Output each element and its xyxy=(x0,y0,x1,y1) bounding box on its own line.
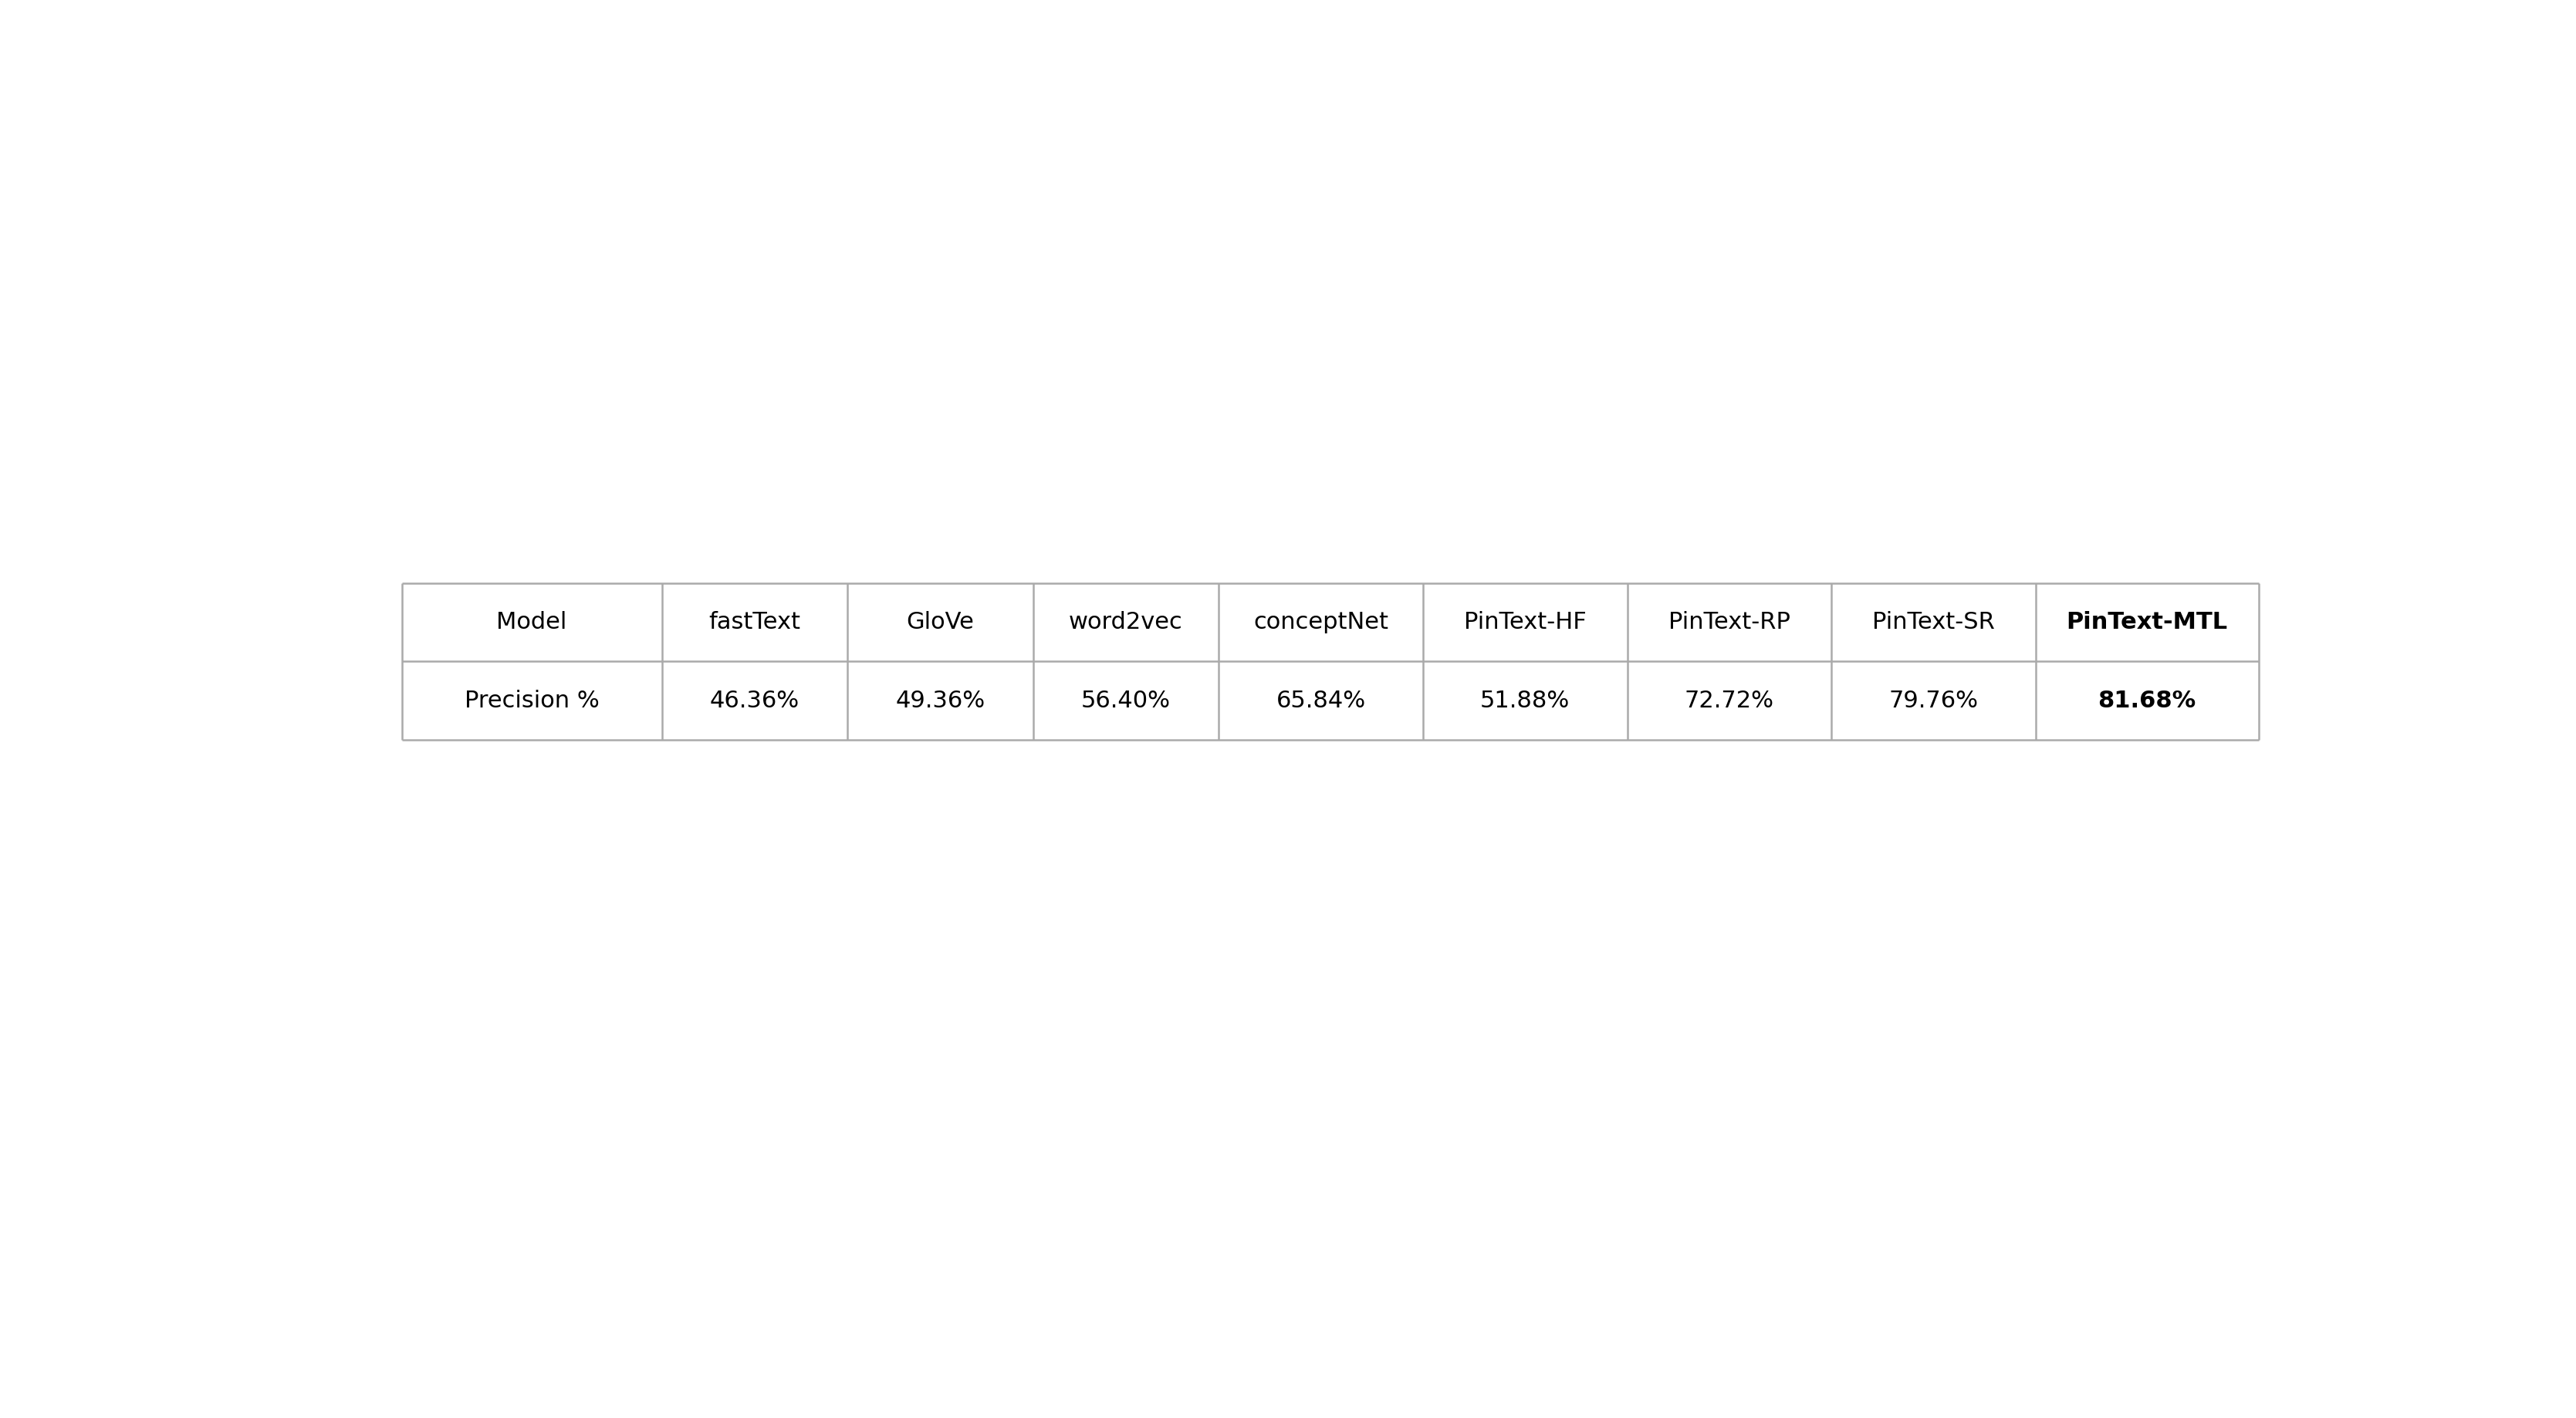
Text: Precision %: Precision % xyxy=(464,689,600,712)
Text: 79.76%: 79.76% xyxy=(1888,689,1978,712)
Text: PinText-RP: PinText-RP xyxy=(1669,611,1790,634)
Text: 72.72%: 72.72% xyxy=(1685,689,1775,712)
Text: 65.84%: 65.84% xyxy=(1275,689,1365,712)
Text: fastText: fastText xyxy=(708,611,801,634)
Text: 56.40%: 56.40% xyxy=(1082,689,1170,712)
Text: PinText-MTL: PinText-MTL xyxy=(2066,611,2228,634)
Text: Model: Model xyxy=(497,611,567,634)
Text: 46.36%: 46.36% xyxy=(711,689,799,712)
Text: 49.36%: 49.36% xyxy=(896,689,984,712)
Text: PinText-SR: PinText-SR xyxy=(1873,611,1994,634)
Text: PinText-HF: PinText-HF xyxy=(1463,611,1587,634)
Text: word2vec: word2vec xyxy=(1069,611,1182,634)
Text: conceptNet: conceptNet xyxy=(1255,611,1388,634)
Text: 51.88%: 51.88% xyxy=(1481,689,1569,712)
Text: GloVe: GloVe xyxy=(907,611,974,634)
Text: 81.68%: 81.68% xyxy=(2097,689,2197,712)
